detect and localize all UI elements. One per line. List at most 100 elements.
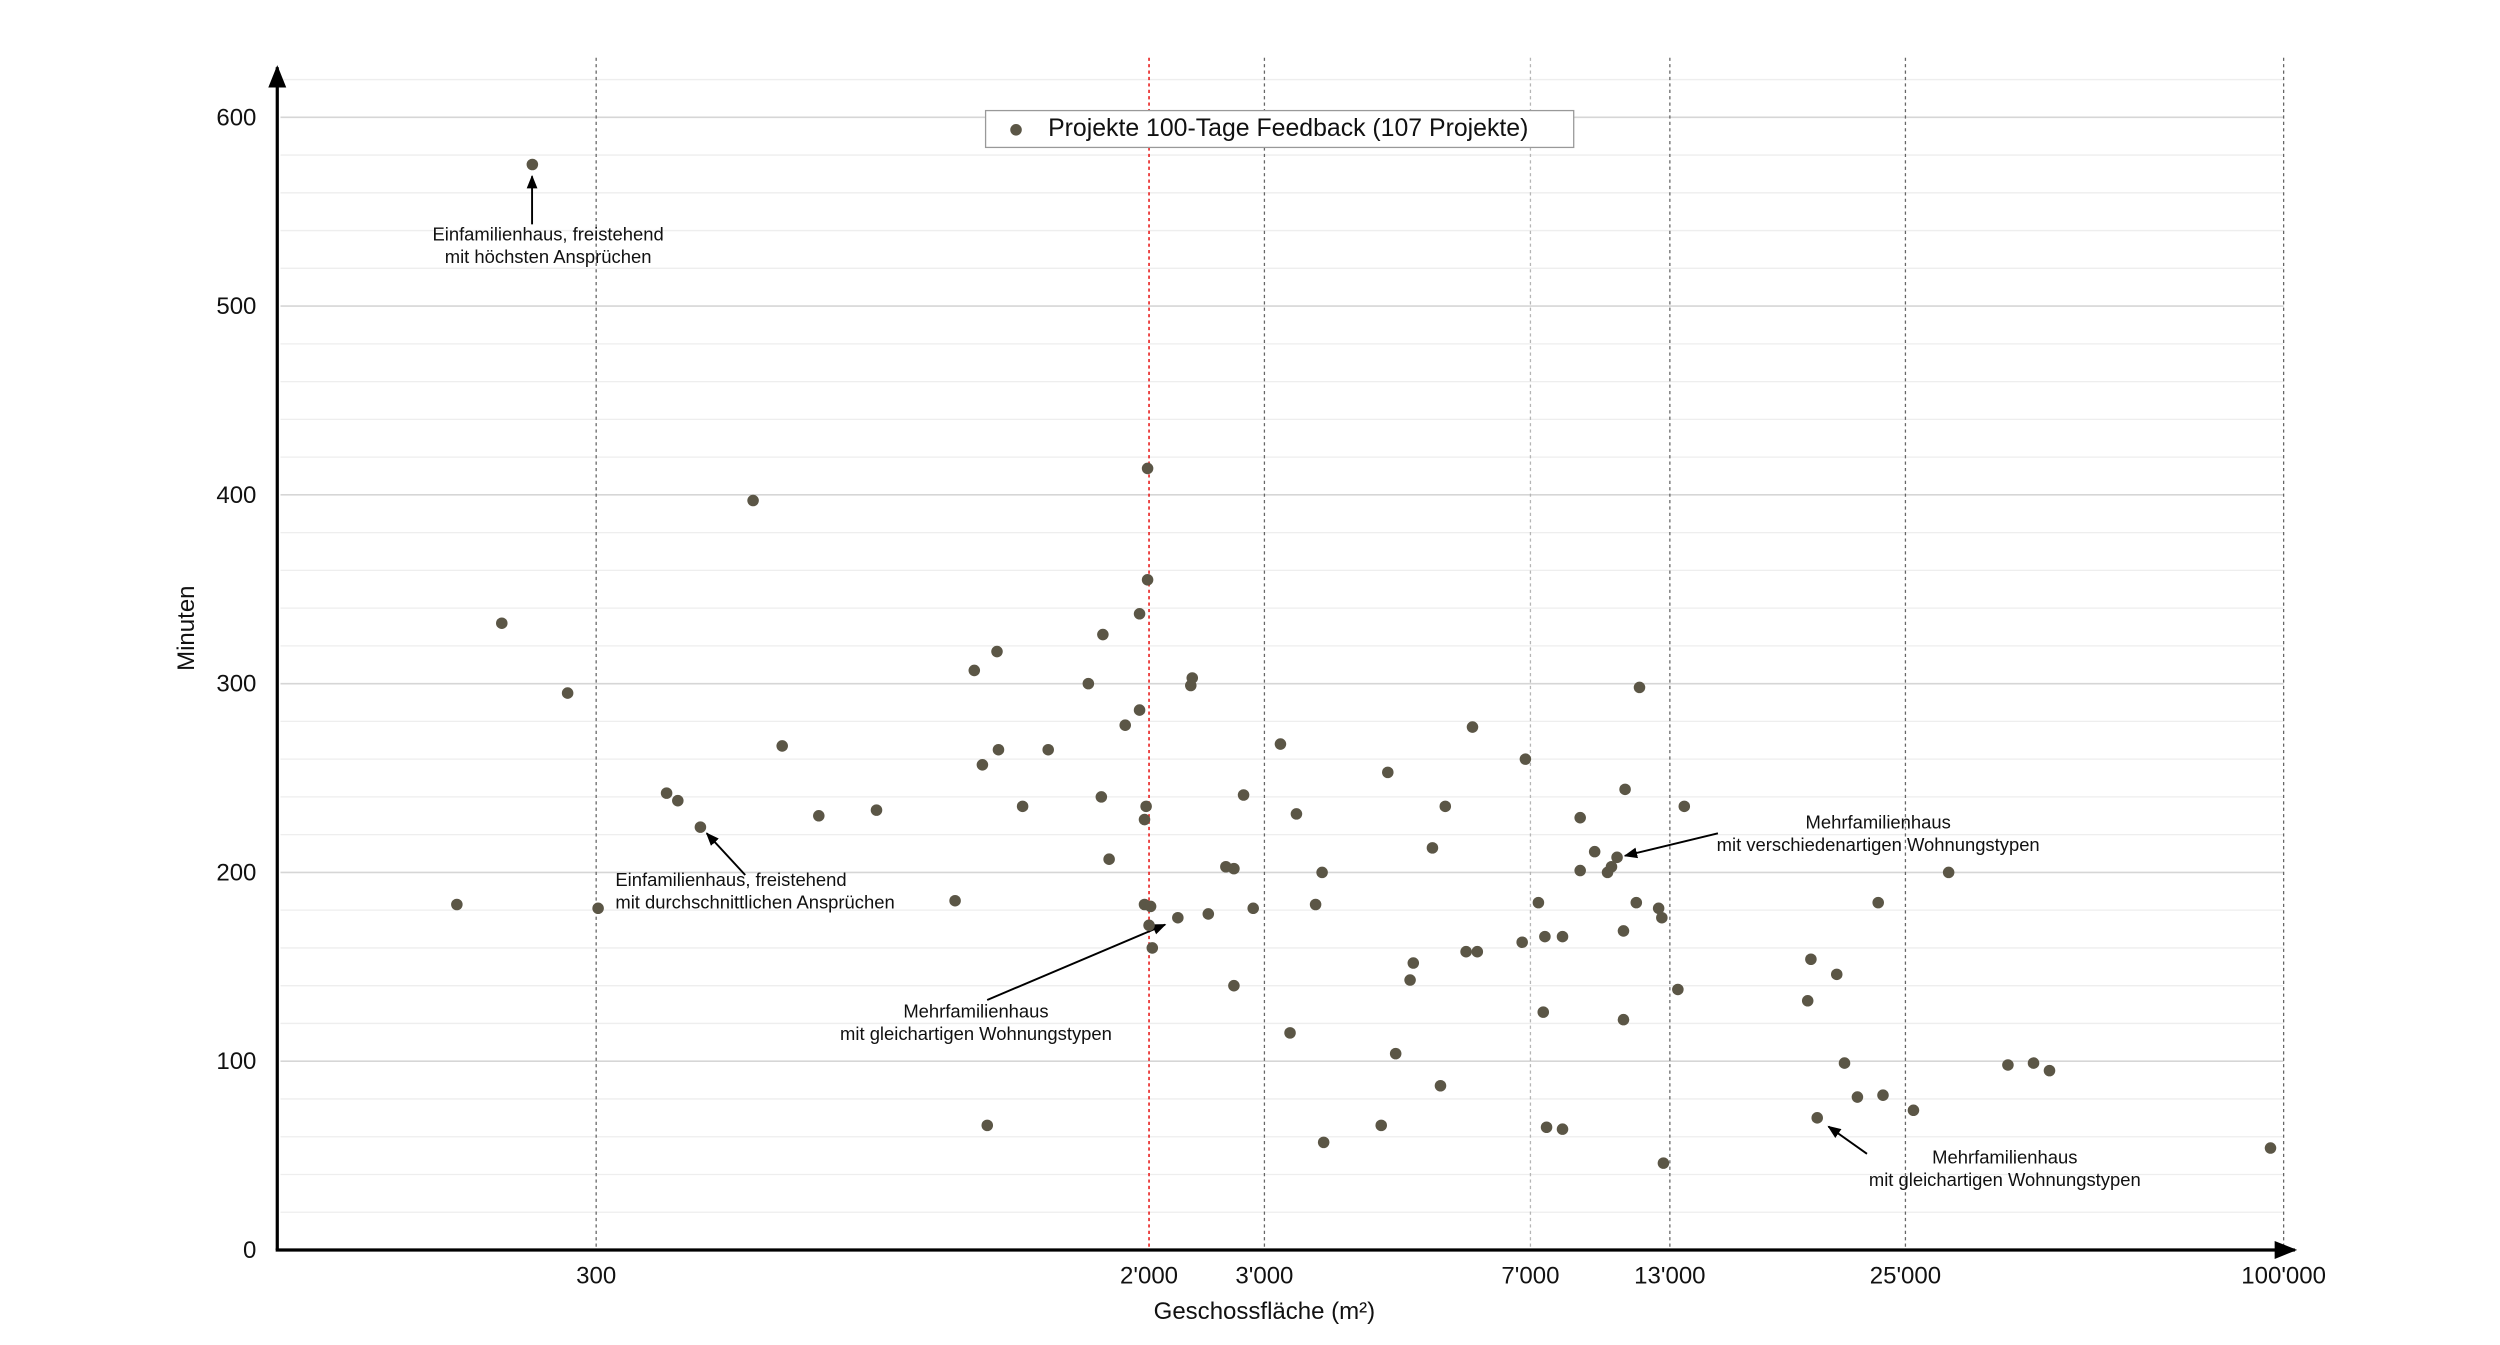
y-tick-label: 0 — [243, 1237, 256, 1264]
data-point — [672, 794, 684, 807]
data-point — [660, 787, 673, 799]
data-point — [2027, 1057, 2040, 1069]
data-point — [1290, 808, 1303, 820]
data-point — [1316, 866, 1328, 879]
annotation-arrow — [705, 832, 746, 876]
data-point — [1284, 1027, 1296, 1039]
data-point — [1138, 813, 1151, 826]
legend: Projekte 100-Tage Feedback (107 Projekte… — [984, 109, 1575, 149]
legend-box — [984, 109, 1575, 149]
x-tick-label: 2'000 — [1120, 1263, 1178, 1290]
data-point — [1141, 574, 1154, 586]
data-point — [1471, 945, 1484, 958]
data-point — [1657, 1157, 1670, 1169]
annotation-line-1: Mehrfamilienhaus — [1932, 1146, 2077, 1167]
data-point — [1439, 800, 1452, 813]
y-tick-label: 200 — [216, 859, 256, 886]
data-point — [870, 804, 883, 816]
data-point — [976, 759, 989, 771]
data-point — [968, 664, 981, 677]
x-tick-label: 100'000 — [2241, 1263, 2326, 1290]
x-tick-label: 7'000 — [1501, 1263, 1559, 1290]
data-point — [1656, 911, 1668, 924]
annotation-line-1: Mehrfamilienhaus — [1806, 812, 1951, 833]
data-point — [1532, 896, 1545, 909]
data-point — [776, 740, 788, 752]
data-point — [1309, 898, 1322, 911]
data-point — [561, 687, 574, 699]
data-point — [1605, 860, 1618, 873]
y-tick-label: 600 — [216, 104, 256, 131]
annotation-line-2: mit durchschnittlichen Ansprüchen — [615, 892, 894, 913]
y-tick-label: 400 — [216, 482, 256, 509]
data-point — [1516, 936, 1528, 949]
data-point — [992, 743, 1005, 756]
data-point — [1877, 1089, 1889, 1101]
data-point — [991, 645, 1003, 658]
data-point — [1519, 753, 1532, 765]
data-point — [2043, 1064, 2056, 1077]
data-point — [1805, 953, 1817, 966]
data-point — [1907, 1104, 1920, 1117]
data-point — [1460, 945, 1472, 958]
data-point — [1830, 968, 1843, 981]
y-tick-label: 500 — [216, 293, 256, 320]
data-point — [1633, 681, 1646, 694]
vertical-reference-lines — [595, 57, 2285, 1250]
data-point — [451, 898, 463, 911]
legend-marker — [1010, 124, 1022, 136]
x-axis-label: Geschossfläche (m²) — [1154, 1298, 1376, 1325]
data-point — [1016, 800, 1029, 813]
data-point — [1143, 919, 1155, 932]
data-point — [949, 894, 961, 907]
data-point — [1141, 462, 1154, 475]
data-point — [592, 902, 604, 915]
annotation-line-1: Einfamilienhaus, freistehend — [615, 869, 846, 890]
data-point — [1942, 866, 1955, 879]
data-point — [1228, 979, 1240, 992]
data-point — [1851, 1091, 1864, 1103]
data-point — [1375, 1119, 1387, 1132]
annotation-line-1: Einfamilienhaus, freistehend — [432, 223, 663, 244]
data-point — [1407, 957, 1420, 969]
y-tick-label: 100 — [216, 1048, 256, 1075]
x-tick-label: 300 — [576, 1263, 616, 1290]
data-point — [1630, 896, 1643, 909]
axes — [268, 65, 2298, 1259]
annotation-line-2: mit gleichartigen Wohnungstypen — [1869, 1169, 2141, 1190]
data-point — [1652, 902, 1665, 915]
data-point — [1228, 862, 1240, 875]
data-point — [1247, 902, 1259, 915]
legend-label: Projekte 100-Tage Feedback (107 Projekte… — [1048, 115, 1528, 142]
data-point — [1801, 995, 1814, 1007]
data-point — [1426, 842, 1439, 854]
y-tick-label: 300 — [216, 671, 256, 698]
data-point — [981, 1119, 994, 1132]
x-tick-labels: 300 2'000 3'000 7'000 13'000 25'000 100'000 — [576, 1263, 2326, 1290]
x-tick-label: 13'000 — [1634, 1263, 1705, 1290]
data-point — [1838, 1057, 1851, 1069]
data-point — [1556, 930, 1569, 943]
data-point — [1617, 1013, 1630, 1026]
data-point — [1185, 679, 1197, 692]
annotation-line-1: Mehrfamilienhaus — [903, 1001, 1048, 1022]
data-point — [1202, 908, 1215, 920]
data-point — [1133, 704, 1146, 716]
data-points — [451, 158, 2277, 1169]
annotation-line-2: mit höchsten Ansprüchen — [445, 246, 652, 267]
data-point — [1146, 942, 1159, 954]
gridlines — [280, 78, 2284, 1213]
data-point — [1140, 800, 1152, 813]
data-point — [1097, 628, 1109, 641]
data-point — [694, 821, 707, 833]
x-tick-label: 25'000 — [1870, 1263, 1941, 1290]
data-point — [1588, 845, 1601, 858]
data-point — [1404, 974, 1416, 986]
data-point — [1619, 783, 1631, 796]
data-point — [1382, 766, 1394, 779]
data-point — [1466, 721, 1479, 733]
